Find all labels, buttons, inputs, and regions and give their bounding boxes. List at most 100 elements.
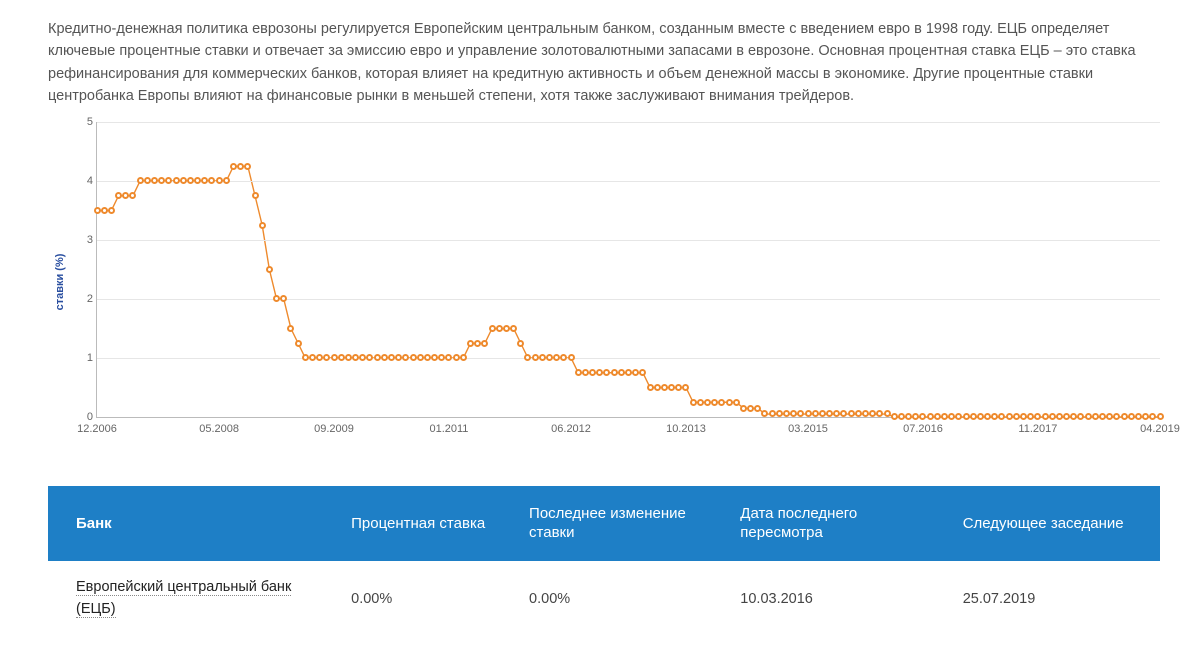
- data-point: [481, 340, 488, 347]
- y-tick: 5: [77, 116, 93, 128]
- chart-ylabel: ставки (%): [54, 253, 66, 310]
- data-point: [1070, 413, 1077, 420]
- data-point: [237, 163, 244, 170]
- data-point: [747, 405, 754, 412]
- data-point: [1106, 413, 1113, 420]
- x-tick: 03.2015: [788, 423, 828, 435]
- data-point: [230, 163, 237, 170]
- data-point: [1077, 413, 1084, 420]
- col-next-meet: Следующее заседание: [949, 486, 1160, 561]
- data-point: [611, 369, 618, 376]
- data-point: [489, 325, 496, 332]
- data-point: [216, 177, 223, 184]
- x-tick: 01.2011: [429, 423, 468, 435]
- data-point: [137, 177, 144, 184]
- data-point: [1085, 413, 1092, 420]
- data-point: [252, 192, 259, 199]
- data-point: [1135, 413, 1142, 420]
- table-header-row: Банк Процентная ставка Последнее изменен…: [48, 486, 1160, 561]
- cell-next-meet: 25.07.2019: [949, 561, 1160, 637]
- data-point: [1049, 413, 1056, 420]
- data-point: [934, 413, 941, 420]
- x-tick: 04.2019: [1140, 423, 1180, 435]
- data-point: [510, 325, 517, 332]
- data-point: [331, 354, 338, 361]
- data-point: [733, 399, 740, 406]
- data-point: [1034, 413, 1041, 420]
- data-point: [740, 405, 747, 412]
- data-point: [575, 369, 582, 376]
- cell-last-review: 10.03.2016: [726, 561, 948, 637]
- x-tick: 12.2006: [77, 423, 117, 435]
- col-last-review: Дата последнего пересмотра: [726, 486, 948, 561]
- y-tick: 1: [77, 352, 93, 364]
- x-tick: 09.2009: [314, 423, 354, 435]
- bank-link[interactable]: Европейский центральный банк (ЕЦБ): [76, 579, 291, 618]
- data-point: [410, 354, 417, 361]
- data-point: [1063, 413, 1070, 420]
- data-point: [1157, 413, 1164, 420]
- data-point: [266, 266, 273, 273]
- intro-paragraph: Кредитно-денежная политика еврозоны регу…: [48, 18, 1160, 108]
- data-point: [1128, 413, 1135, 420]
- data-point: [496, 325, 503, 332]
- cell-rate: 0.00%: [337, 561, 515, 637]
- data-point: [474, 340, 481, 347]
- data-point: [467, 340, 474, 347]
- data-point: [101, 207, 108, 214]
- data-point: [941, 413, 948, 420]
- data-point: [1013, 413, 1020, 420]
- data-point: [1142, 413, 1149, 420]
- data-point: [998, 413, 1005, 420]
- table-row: Европейский центральный банк (ЕЦБ) 0.00%…: [48, 561, 1160, 637]
- x-tick: 10.2013: [666, 423, 706, 435]
- col-last-change: Последнее изменение ставки: [515, 486, 726, 561]
- data-point: [295, 340, 302, 347]
- data-point: [453, 354, 460, 361]
- data-point: [1020, 413, 1027, 420]
- data-point: [503, 325, 510, 332]
- data-point: [173, 177, 180, 184]
- data-point: [690, 399, 697, 406]
- cell-last-change: 0.00%: [515, 561, 726, 637]
- data-point: [1056, 413, 1063, 420]
- data-point: [927, 413, 934, 420]
- data-point: [654, 384, 661, 391]
- data-point: [697, 399, 704, 406]
- data-point: [374, 354, 381, 361]
- data-point: [1092, 413, 1099, 420]
- data-point: [948, 413, 955, 420]
- data-point: [259, 222, 266, 229]
- data-point: [955, 413, 962, 420]
- data-point: [244, 163, 251, 170]
- y-tick: 3: [77, 234, 93, 246]
- data-point: [977, 413, 984, 420]
- data-point: [718, 399, 725, 406]
- rates-table: Банк Процентная ставка Последнее изменен…: [48, 486, 1160, 637]
- x-tick: 06.2012: [551, 423, 591, 435]
- data-point: [991, 413, 998, 420]
- data-point: [1121, 413, 1128, 420]
- data-point: [94, 207, 101, 214]
- data-point: [647, 384, 654, 391]
- data-point: [912, 413, 919, 420]
- data-point: [711, 399, 718, 406]
- data-point: [754, 405, 761, 412]
- data-point: [963, 413, 970, 420]
- data-point: [668, 384, 675, 391]
- y-tick: 2: [77, 293, 93, 305]
- data-point: [805, 410, 812, 417]
- data-point: [568, 354, 575, 361]
- data-point: [905, 413, 912, 420]
- data-point: [891, 413, 898, 420]
- data-point: [1027, 413, 1034, 420]
- data-point: [919, 413, 926, 420]
- y-tick: 0: [77, 411, 93, 423]
- data-point: [108, 207, 115, 214]
- data-point: [898, 413, 905, 420]
- data-point: [1149, 413, 1156, 420]
- data-point: [1006, 413, 1013, 420]
- data-point: [517, 340, 524, 347]
- x-tick: 11.2017: [1018, 423, 1057, 435]
- col-rate: Процентная ставка: [337, 486, 515, 561]
